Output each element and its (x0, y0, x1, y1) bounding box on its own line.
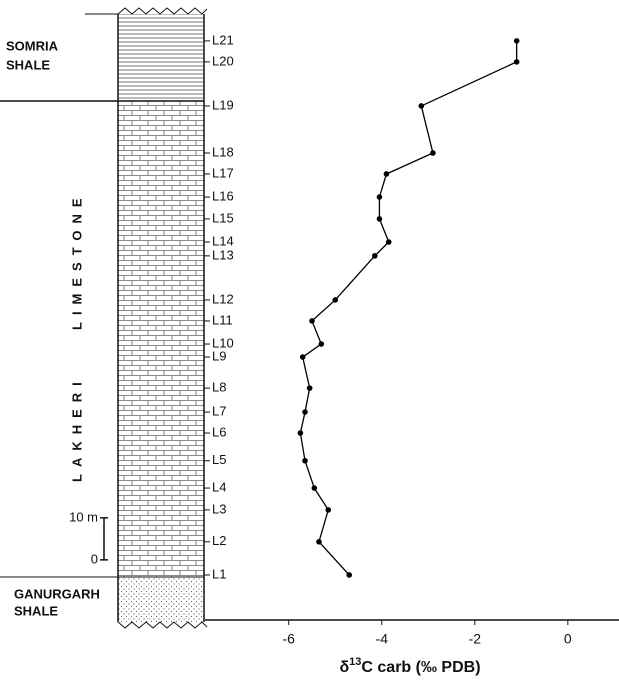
chart: SOMRIA SHALE GANURGARH SHALE LAKHERI LIM… (0, 0, 619, 682)
sample-label: L3 (212, 501, 226, 516)
top-zigzag (118, 8, 207, 14)
sample-label: L13 (212, 247, 234, 262)
x-label-symbol: δ (339, 659, 349, 676)
data-point (318, 341, 324, 347)
data-point (298, 430, 304, 436)
data-point (377, 216, 383, 222)
sample-label: L11 (212, 312, 233, 327)
x-axis-label: δ13C carb (‰ PDB) (339, 656, 480, 676)
scale-label: 0 (91, 551, 98, 566)
data-point (514, 59, 520, 65)
somria-unit (118, 14, 204, 101)
formation-label: SHALE (6, 57, 50, 72)
data-point (300, 354, 306, 360)
x-tick-label: -4 (376, 631, 389, 647)
formation-label: LIMESTONE (69, 191, 84, 330)
formation-label: LAKHERI (69, 375, 84, 482)
lakheri-unit (118, 101, 204, 577)
ganurgarh-unit (118, 577, 204, 622)
sample-label: L10 (212, 335, 234, 350)
sample-label: L18 (212, 144, 234, 159)
sample-label: L2 (212, 533, 226, 548)
sample-label: L1 (212, 566, 226, 581)
x-label-sup: 13 (349, 656, 361, 668)
formation-label: GANURGARH (14, 586, 100, 601)
sample-label: L21 (212, 32, 234, 47)
sample-label: L14 (212, 233, 234, 248)
sample-label: L9 (212, 348, 226, 363)
data-point (372, 253, 378, 259)
x-label-text: C carb (‰ PDB) (361, 659, 480, 676)
data-point (302, 409, 308, 415)
sample-label: L19 (212, 97, 234, 112)
sample-label: L15 (212, 210, 234, 225)
data-point (325, 507, 331, 513)
data-point (384, 171, 390, 177)
data-point (332, 297, 338, 303)
data-line (300, 41, 516, 575)
sample-label: L4 (212, 479, 226, 494)
scale-label: 10 m (69, 509, 98, 524)
sample-label: L5 (212, 452, 226, 467)
data-point (312, 485, 318, 491)
x-tick-label: 0 (564, 631, 572, 647)
data-point (346, 572, 352, 578)
data-point (302, 458, 308, 464)
data-point (386, 239, 392, 245)
data-point (309, 318, 315, 324)
data-point (419, 103, 425, 109)
data-point (377, 194, 383, 200)
bottom-zigzag (118, 622, 207, 628)
x-tick-label: -2 (469, 631, 482, 647)
data-point (430, 150, 436, 156)
sample-label: L12 (212, 291, 234, 306)
data-point (307, 385, 313, 391)
sample-label: L8 (212, 380, 226, 395)
page: SOMRIA SHALE GANURGARH SHALE LAKHERI LIM… (0, 0, 619, 682)
formation-label: SHALE (14, 603, 58, 618)
sample-label: L6 (212, 424, 226, 439)
formation-label: SOMRIA (6, 38, 59, 53)
sample-label: L16 (212, 189, 234, 204)
sample-label: L7 (212, 403, 226, 418)
data-point (514, 38, 520, 44)
x-tick-label: -6 (283, 631, 296, 647)
sample-label: L20 (212, 53, 234, 68)
sample-label: L17 (212, 165, 234, 180)
data-point (316, 539, 322, 545)
